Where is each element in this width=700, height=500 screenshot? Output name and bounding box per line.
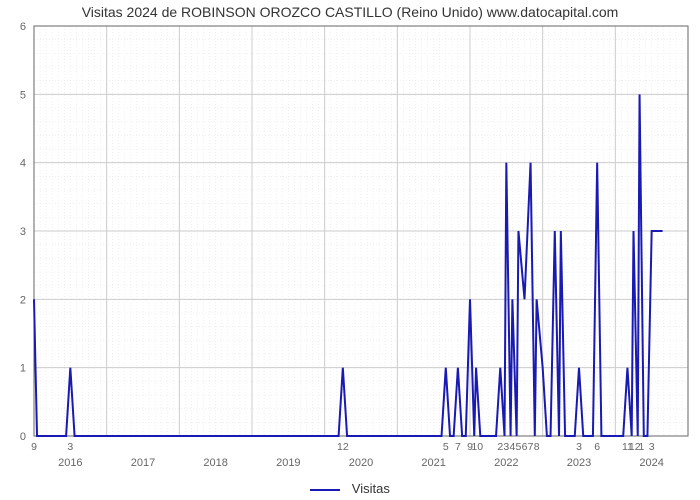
legend-line-swatch	[310, 489, 340, 491]
svg-text:2017: 2017	[131, 457, 155, 469]
svg-text:3: 3	[649, 441, 655, 453]
svg-text:10: 10	[471, 441, 483, 453]
svg-text:5: 5	[20, 89, 26, 101]
svg-text:3: 3	[67, 441, 73, 453]
svg-text:9: 9	[31, 441, 37, 453]
svg-text:12: 12	[337, 441, 349, 453]
svg-text:3: 3	[576, 441, 582, 453]
svg-text:7: 7	[455, 441, 461, 453]
svg-text:8: 8	[534, 441, 540, 453]
svg-text:2: 2	[20, 294, 26, 306]
svg-text:2023: 2023	[567, 457, 591, 469]
svg-text:6: 6	[594, 441, 600, 453]
svg-text:4: 4	[20, 158, 26, 170]
svg-text:2021: 2021	[421, 457, 445, 469]
chart-container: Visitas 2024 de ROBINSON OROZCO CASTILLO…	[0, 0, 700, 500]
svg-text:1: 1	[20, 363, 26, 375]
svg-text:2020: 2020	[349, 457, 373, 469]
svg-text:3: 3	[20, 226, 26, 238]
svg-text:2022: 2022	[494, 457, 518, 469]
svg-text:2018: 2018	[203, 457, 227, 469]
svg-text:6: 6	[20, 21, 26, 33]
svg-text:2016: 2016	[58, 457, 82, 469]
svg-text:2019: 2019	[276, 457, 300, 469]
legend: Visitas	[0, 481, 700, 496]
svg-text:0: 0	[20, 431, 26, 443]
svg-text:2024: 2024	[639, 457, 663, 469]
svg-text:5: 5	[443, 441, 449, 453]
legend-label: Visitas	[352, 481, 390, 496]
svg-text:1: 1	[638, 441, 644, 453]
plot-area: 0123456931257910234567836111213201620172…	[0, 0, 700, 500]
